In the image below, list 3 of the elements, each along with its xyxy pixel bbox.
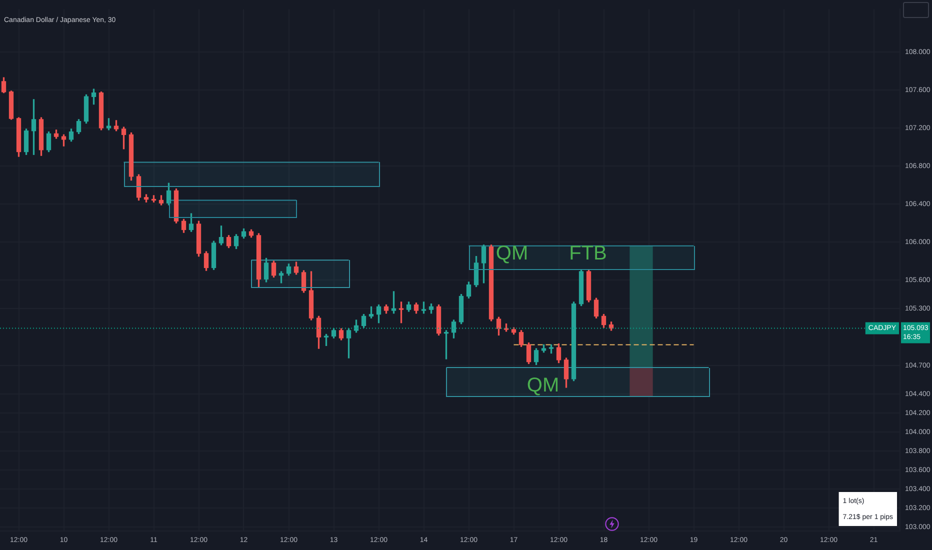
annotation: QM [496, 242, 528, 265]
annotation: FTB [569, 242, 607, 265]
annotation: QM [526, 374, 560, 397]
